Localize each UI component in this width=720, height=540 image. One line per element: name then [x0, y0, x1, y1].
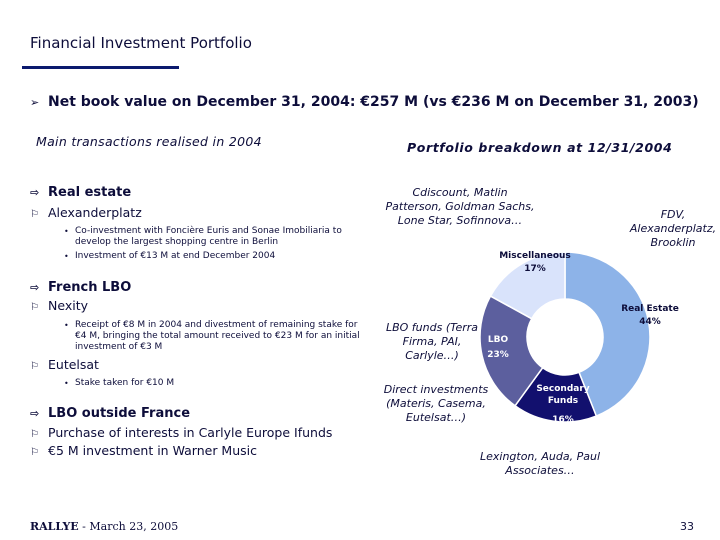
item-eutelsat: ⚐ Eutelsat [30, 357, 99, 372]
bullet-eutelsat-stake: • Stake taken for €10 M [64, 378, 175, 388]
flag-bullet-icon: ⚐ [30, 429, 39, 440]
bullet-coinvestment: • Co-investment with Foncière Euris and S… [64, 226, 342, 247]
flag-bullet-icon: ⚐ [30, 447, 39, 458]
slice-label-real-estate: Real Estate 44% [621, 304, 679, 327]
hollow-arrow-icon: ⇨ [30, 281, 40, 294]
left-heading: Main transactions realised in 2004 [36, 134, 262, 149]
slice-label-miscellaneous: Miscellaneous 17% [499, 251, 571, 274]
dot-bullet-icon: • [64, 379, 69, 388]
slice-label-secondary-funds: Secondary Funds 16% [536, 384, 590, 425]
page-title: Financial Investment Portfolio [30, 34, 252, 52]
annotation-real-estate: FDV, Alexanderplatz, Brooklin [629, 208, 717, 249]
dot-bullet-icon: • [64, 252, 69, 261]
annotation-direct-investments: Direct investments (Materis, Casema, Eutel… [383, 383, 489, 424]
item-warner-music: ⚐ €5 M investment in Warner Music [30, 443, 257, 458]
annotation-lbo-funds: LBO funds (Terra Firma, PAI, Carlyle…) [385, 321, 479, 362]
donut-slice-real-estate [564, 251, 651, 418]
flag-bullet-icon: ⚐ [30, 209, 39, 220]
bullet-investment-13m: • Investment of €13 M at end December 200… [64, 251, 276, 261]
bullet-nexity-receipt: • Receipt of €8 M in 2004 and divestment … [64, 320, 360, 352]
section-lbo-outside-france: ⇨ LBO outside France [30, 406, 191, 421]
dot-bullet-icon: • [64, 227, 69, 236]
annotation-miscellaneous: Cdiscount, Matlin Patterson, Goldman Sach… [385, 186, 535, 227]
annotation-secondary-funds: Lexington, Auda, Paul Associates… [479, 450, 601, 477]
donut-slice-miscellaneous [489, 251, 566, 320]
title-underline [22, 66, 179, 69]
hollow-arrow-icon: ⇨ [30, 407, 40, 420]
headline: ➢ Net book value on December 31, 2004: €2… [30, 94, 699, 110]
hollow-arrow-icon: ⇨ [30, 186, 40, 199]
right-heading: Portfolio breakdown at 12/31/2004 [407, 140, 673, 155]
section-french-lbo: ⇨ French LBO [30, 280, 132, 295]
flag-bullet-icon: ⚐ [30, 361, 39, 372]
item-alexanderplatz: ⚐ Alexanderplatz [30, 205, 142, 220]
item-carlyle-purchase: ⚐ Purchase of interests in Carlyle Europe… [30, 425, 333, 440]
flag-bullet-icon: ⚐ [30, 302, 39, 313]
footer-brand: RALLYE [30, 520, 79, 533]
slice-label-lbo: LBO 23% [487, 335, 509, 360]
dot-bullet-icon: • [64, 321, 69, 330]
footer-date: - March 23, 2005 [78, 520, 179, 533]
donut-slice-lbo [479, 295, 544, 407]
headline-text: Net book value on December 31, 2004: €25… [48, 94, 699, 110]
section-real-estate: ⇨ Real estate [30, 185, 132, 200]
arrow-bullet-icon: ➢ [30, 96, 40, 109]
page-number: 33 [680, 520, 694, 533]
item-nexity: ⚐ Nexity [30, 298, 88, 313]
footer: RALLYE - March 23, 2005 [30, 520, 178, 533]
